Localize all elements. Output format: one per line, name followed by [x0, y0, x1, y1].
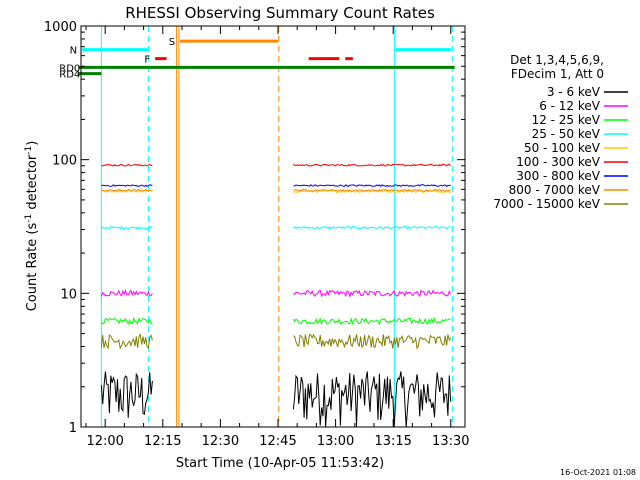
legend-label: 6 - 12 keV	[539, 99, 601, 113]
series-line	[293, 184, 451, 188]
x-tick-label: 12:45	[259, 434, 296, 449]
legend: Det 1,3,4,5,6,9, FDecim 1, Att 0 3 - 6 k…	[493, 53, 628, 211]
x-tick-label: 12:30	[202, 434, 239, 449]
flag-label: RD0	[59, 63, 80, 74]
y-tick-label: 100	[52, 154, 77, 169]
flag-label: N	[70, 46, 77, 57]
series-line	[101, 188, 153, 192]
y-axis-label: Count Rate (s-1 detector-1)	[24, 141, 40, 312]
footer-timestamp: 16-Oct-2021 01:08	[560, 468, 636, 477]
x-tick-label: 13:00	[317, 434, 354, 449]
flag-label: RD4	[59, 70, 80, 81]
series-line	[292, 316, 451, 326]
series-line	[293, 188, 451, 192]
legend-title-line-2: FDecim 1, Att 0	[511, 67, 604, 81]
legend-label: 100 - 300 keV	[516, 155, 600, 169]
series-line	[100, 371, 153, 418]
flag-label: F	[144, 55, 150, 66]
series-line	[101, 225, 153, 230]
series-line	[293, 163, 451, 167]
series-line	[293, 289, 452, 298]
legend-title-line-1: Det 1,3,4,5,6,9,	[510, 53, 604, 67]
x-tick-label: 13:15	[374, 434, 411, 449]
series-line	[100, 289, 153, 297]
series-line	[101, 163, 153, 167]
legend-label: 50 - 100 keV	[524, 141, 601, 155]
y-tick-label: 1	[69, 421, 77, 436]
series-line	[293, 333, 452, 350]
series-line	[100, 333, 153, 350]
x-tick-label: 12:00	[86, 434, 123, 449]
legend-label: 25 - 50 keV	[532, 127, 601, 141]
plot-frame	[80, 25, 466, 428]
y-tick-label: 10	[60, 287, 77, 302]
y-axis: 1 10 100 1000	[44, 20, 465, 436]
series-line	[100, 316, 153, 326]
x-tick-label: 12:15	[144, 434, 181, 449]
x-axis-label: Start Time (10-Apr-05 11:53:42)	[176, 456, 384, 471]
legend-label: 3 - 6 keV	[547, 85, 601, 99]
chart-title: RHESSI Observing Summary Count Rates	[125, 4, 435, 22]
flag-label: S	[169, 37, 175, 48]
series-line	[292, 371, 452, 428]
legend-label: 12 - 25 keV	[532, 113, 601, 127]
y-tick-label: 1000	[44, 20, 77, 35]
series-line	[101, 184, 153, 188]
x-tick-label: 13:30	[432, 434, 469, 449]
legend-label: 7000 - 15000 keV	[493, 197, 600, 211]
legend-label: 300 - 800 keV	[516, 169, 600, 183]
series-line	[293, 225, 451, 230]
legend-label: 800 - 7000 keV	[509, 183, 601, 197]
x-axis: 12:00 12:15 12:30 12:45 13:00 13:15 13:30	[85, 26, 470, 449]
